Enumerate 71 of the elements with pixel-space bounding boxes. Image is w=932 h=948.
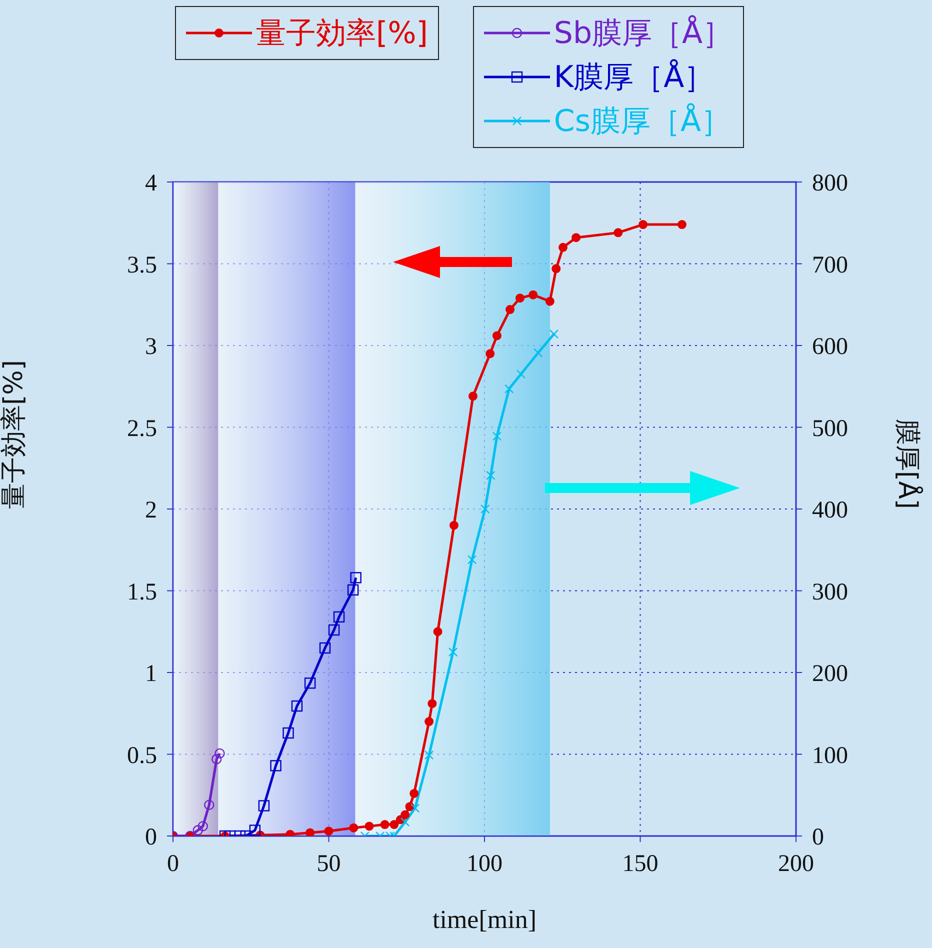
point (380, 820, 390, 830)
legend-label: Cs膜厚［Å］ (554, 102, 732, 140)
y2-tick-label: 200 (812, 661, 848, 688)
point (249, 824, 261, 836)
x-tick-label: 150 (622, 851, 658, 878)
point (410, 788, 419, 798)
y-tick-label: 1 (145, 661, 157, 688)
point (214, 748, 225, 759)
point (349, 823, 358, 832)
y-tick-label: 1.5 (127, 579, 157, 606)
point (333, 611, 345, 623)
point (347, 584, 359, 596)
point (306, 828, 315, 836)
point (282, 727, 294, 739)
point (492, 331, 502, 340)
point (516, 294, 525, 303)
x-axis-title: time[min] (432, 905, 536, 934)
point (400, 810, 410, 820)
point (677, 220, 686, 230)
point (545, 296, 554, 306)
point (506, 305, 515, 314)
x-tick-label: 100 (466, 851, 502, 878)
y-tick-label: 2.5 (127, 416, 157, 442)
point (558, 242, 568, 252)
legend-label: K膜厚［Å］ (554, 58, 714, 96)
point (552, 264, 561, 274)
y-tick-label: 0 (145, 824, 157, 851)
point (258, 800, 270, 812)
y-tick-label: 2 (145, 498, 157, 524)
x-tick-label: 200 (778, 851, 814, 878)
point (324, 826, 334, 836)
point (192, 825, 204, 836)
legend-label: 量子効率[%] (256, 14, 428, 52)
x-tick-label: 0 (167, 851, 179, 878)
point (291, 700, 303, 712)
point (424, 717, 434, 726)
point (433, 627, 442, 636)
point (468, 392, 478, 401)
point (270, 760, 282, 772)
y2-tick-label: 500 (812, 416, 848, 442)
y2-tick-label: 700 (812, 252, 848, 278)
point (328, 624, 340, 636)
x-tick-label: 50 (316, 851, 341, 878)
y2-tick-label: 0 (812, 824, 824, 851)
y2-tick-label: 400 (812, 498, 848, 524)
point (212, 754, 222, 764)
y-axis-title: 量子効率[%] (0, 360, 30, 509)
y2-tick-label: 300 (812, 579, 848, 606)
y2-tick-label: 800 (812, 170, 848, 197)
point (204, 800, 214, 810)
point (319, 642, 331, 654)
point (350, 572, 362, 584)
point (198, 821, 208, 832)
y-tick-label: 3.5 (127, 252, 157, 278)
point (449, 520, 458, 530)
point (304, 678, 316, 689)
y2-axis-title: 膜厚[Å] (892, 418, 924, 509)
y2-tick-label: 100 (812, 742, 848, 769)
y-tick-label: 3 (145, 334, 157, 360)
point (528, 290, 538, 300)
y-tick-label: 4 (145, 170, 157, 197)
legend-label: Sb膜厚［Å］ (554, 14, 733, 52)
point (486, 349, 495, 358)
point (428, 699, 437, 708)
y2-tick-label: 600 (812, 334, 848, 360)
point (572, 233, 581, 242)
point (390, 820, 399, 830)
point (638, 220, 648, 230)
y-tick-label: 0.5 (127, 742, 157, 769)
point (614, 228, 623, 238)
point (364, 822, 374, 831)
